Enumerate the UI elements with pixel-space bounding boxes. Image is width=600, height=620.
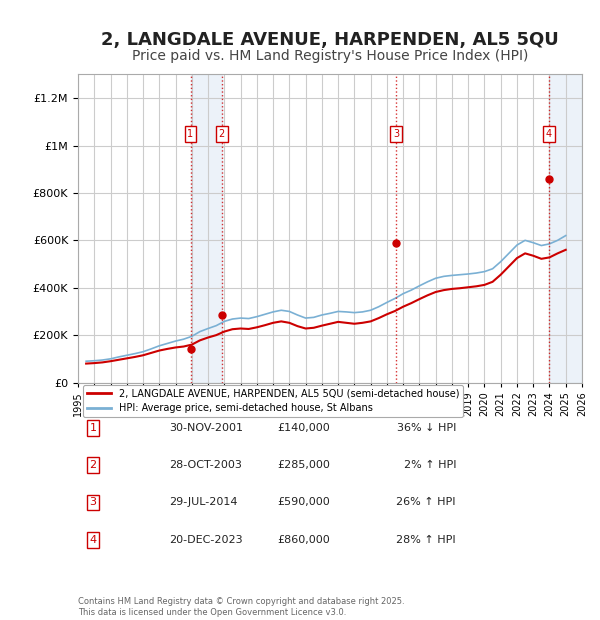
Legend: 2, LANGDALE AVENUE, HARPENDEN, AL5 5QU (semi-detached house), HPI: Average price: 2, LANGDALE AVENUE, HARPENDEN, AL5 5QU (… [83,385,463,417]
Text: Price paid vs. HM Land Registry's House Price Index (HPI): Price paid vs. HM Land Registry's House … [132,49,528,63]
Text: 2: 2 [218,129,224,139]
Text: £860,000: £860,000 [277,535,330,545]
Text: 28% ↑ HPI: 28% ↑ HPI [397,535,456,545]
Text: 1: 1 [187,129,194,139]
Text: £285,000: £285,000 [277,460,330,470]
Text: 4: 4 [89,535,97,545]
Text: 36% ↓ HPI: 36% ↓ HPI [397,423,456,433]
Text: 2: 2 [89,460,97,470]
Text: 30-NOV-2001: 30-NOV-2001 [169,423,243,433]
Text: 28-OCT-2003: 28-OCT-2003 [169,460,242,470]
Text: 1: 1 [89,423,97,433]
Bar [549,74,582,383]
Text: 2% ↑ HPI: 2% ↑ HPI [404,460,456,470]
Text: £140,000: £140,000 [277,423,330,433]
Text: 2, LANGDALE AVENUE, HARPENDEN, AL5 5QU: 2, LANGDALE AVENUE, HARPENDEN, AL5 5QU [101,31,559,50]
Text: Contains HM Land Registry data © Crown copyright and database right 2025.
This d: Contains HM Land Registry data © Crown c… [78,598,404,617]
Text: 20-DEC-2023: 20-DEC-2023 [169,535,242,545]
Text: 29-JUL-2014: 29-JUL-2014 [169,497,237,508]
Text: 4: 4 [546,129,552,139]
Text: 3: 3 [393,129,400,139]
Text: £590,000: £590,000 [277,497,330,508]
Bar [191,74,221,383]
Text: 26% ↑ HPI: 26% ↑ HPI [397,497,456,508]
Text: 3: 3 [89,497,97,508]
